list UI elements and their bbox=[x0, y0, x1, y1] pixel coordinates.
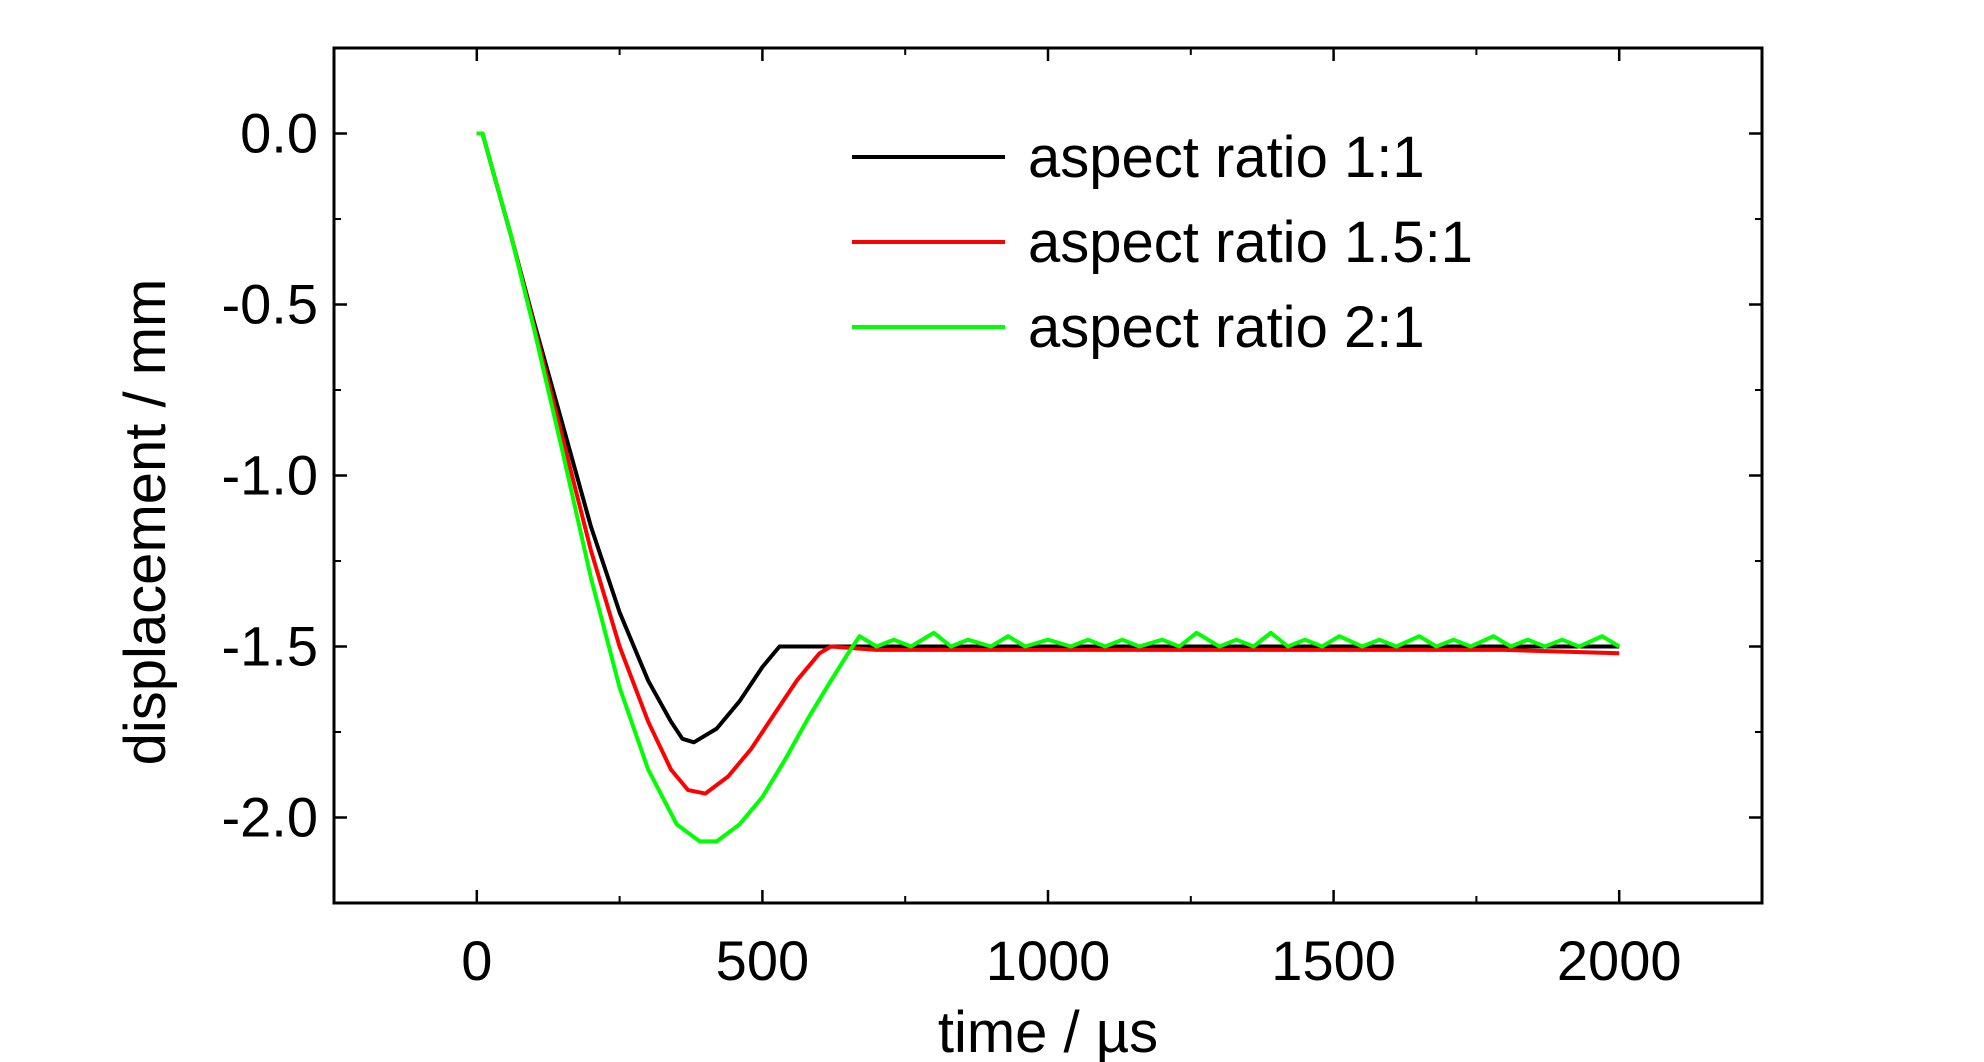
legend-label-3: aspect ratio 2:1 bbox=[1028, 295, 1425, 360]
labels-layer: 0 500 1000 1500 2000 0.0 -0.5 -1.0 -1.5 -2.0 bbox=[222, 102, 1682, 993]
x-tick-label: 2000 bbox=[1557, 929, 1682, 992]
x-tick-label: 500 bbox=[716, 929, 809, 992]
y-axis-title: displacement / mm bbox=[113, 279, 178, 766]
y-tick-label: -1.5 bbox=[222, 615, 319, 678]
y-tick-label: -2.0 bbox=[222, 786, 319, 849]
legend-label-1: aspect ratio 1:1 bbox=[1028, 125, 1425, 190]
y-tick-label: 0.0 bbox=[240, 102, 318, 165]
legend: aspect ratio 1:1 aspect ratio 1.5:1 aspect… bbox=[852, 125, 1473, 360]
ticks-layer bbox=[334, 47, 1762, 904]
series-layer bbox=[476, 131, 1621, 844]
series-line-3 bbox=[476, 131, 1621, 844]
legend-label-2: aspect ratio 1.5:1 bbox=[1028, 210, 1473, 275]
y-tick-label: -1.0 bbox=[222, 444, 319, 507]
x-tick-label: 1500 bbox=[1271, 929, 1396, 992]
x-tick-label: 0 bbox=[461, 929, 492, 992]
x-axis-title: time / µs bbox=[938, 1000, 1158, 1062]
x-tick-label: 1000 bbox=[986, 929, 1111, 992]
y-tick-label: -0.5 bbox=[222, 273, 319, 336]
